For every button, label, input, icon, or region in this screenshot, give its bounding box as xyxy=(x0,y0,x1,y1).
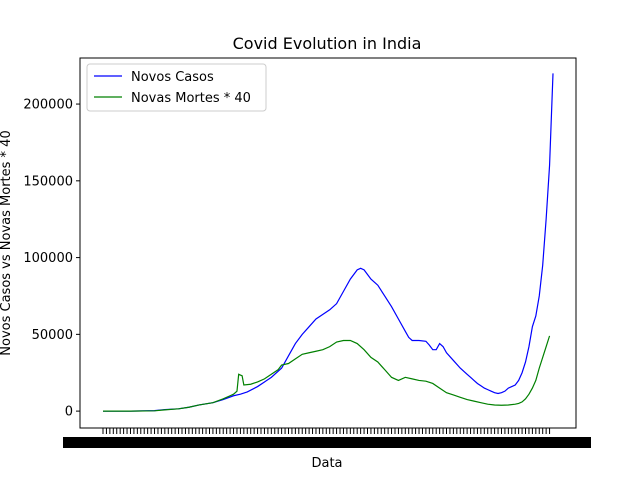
y-tick-label: 100000 xyxy=(23,251,73,266)
axes-frame xyxy=(79,57,577,429)
x-tick-labels-overlap xyxy=(63,437,591,448)
series-line-novos-casos xyxy=(103,73,554,412)
y-axis: 0 50000 100000 150000 200000 xyxy=(23,98,80,420)
x-axis xyxy=(63,428,591,448)
y-tick-label: 50000 xyxy=(32,328,73,343)
series-layer xyxy=(103,73,554,412)
series-line-novas-mortes-40 xyxy=(103,335,551,412)
y-tick-label: 150000 xyxy=(23,174,73,189)
y-axis-label: Novos Casos vs Novas Mortes * 40 xyxy=(0,130,14,355)
legend-label-novas-mortes: Novas Mortes * 40 xyxy=(131,91,251,106)
y-tick-label: 0 xyxy=(65,405,73,420)
plot-area: 0 50000 100000 150000 200000 xyxy=(23,57,591,448)
legend: Novos Casos Novas Mortes * 40 xyxy=(86,63,267,112)
chart-title: Covid Evolution in India xyxy=(233,34,422,53)
legend-label-novos-casos: Novos Casos xyxy=(131,70,214,85)
y-tick-label: 200000 xyxy=(23,98,73,113)
legend-box xyxy=(86,63,267,112)
x-axis-label: Data xyxy=(311,456,342,471)
